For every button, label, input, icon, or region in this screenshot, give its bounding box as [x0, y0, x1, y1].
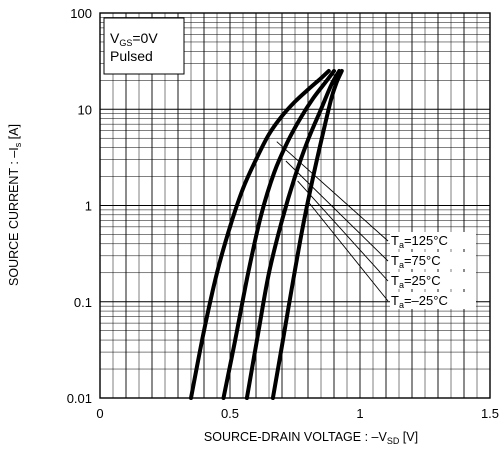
y-tick-label: 1 [85, 199, 92, 214]
legend-label-temp: =25°C [404, 273, 441, 288]
legend-label-temp: =125°C [404, 233, 448, 248]
legend-label-sub: a [399, 280, 404, 290]
legend-label-bg [390, 232, 476, 249]
x-tick-label: 1.5 [481, 406, 499, 421]
x-axis-title-unit: [V] [399, 430, 418, 444]
plot-frame [99, 12, 491, 399]
x-tick-label: 0.5 [221, 406, 239, 421]
legend-leader-line [285, 160, 389, 262]
legend-leader-line [276, 141, 389, 242]
legend-label-bg [390, 272, 476, 289]
tick-labels: 0 0.5 1 1.5 0.01 0.1 1 10 100 [67, 6, 499, 421]
legend-label: Ta=–25°C [391, 293, 448, 310]
legend-label: Ta=25°C [391, 273, 441, 290]
y-axis-title-sub: s [13, 142, 23, 147]
y-tick-label: 10 [78, 102, 92, 117]
legend-leader-line [297, 180, 389, 282]
condition-vgs-sub: GS [119, 38, 132, 48]
legend-label-sub: a [399, 300, 404, 310]
condition-line-2: Pulsed [110, 48, 153, 64]
series-line [221, 68, 336, 400]
y-tick-label: 100 [70, 6, 92, 21]
legend-label: Ta=125°C [391, 233, 448, 250]
series-curves [189, 68, 344, 400]
condition-vgs-value: =0V [132, 30, 158, 46]
series-line [244, 68, 342, 400]
condition-line-1: VGS=0V [110, 30, 158, 48]
y-tick-label: 0.1 [74, 295, 92, 310]
y-tick-label: 0.01 [67, 391, 92, 406]
legend-leader-line [307, 201, 389, 302]
condition-vgs-symbol: V [110, 30, 120, 46]
legend-label-bg [390, 292, 476, 309]
x-tick-label: 1 [356, 406, 363, 421]
legend-label-sub: a [399, 240, 404, 250]
legend-label: Ta=75°C [391, 253, 441, 270]
condition-box-frame [103, 17, 185, 75]
legend-label-symbol: T [391, 293, 399, 308]
legend-label-temp: =75°C [404, 253, 441, 268]
x-tick-label: 0 [96, 406, 103, 421]
y-axis-title: SOURCE CURRENT : –Is [A] [7, 124, 23, 286]
condition-box: VGS=0V Pulsed [103, 17, 185, 75]
y-axis-title-main: SOURCE CURRENT : –I [7, 147, 21, 286]
y-axis-title-unit: [A] [7, 124, 21, 143]
series-line [189, 68, 331, 400]
legend-label-bg [390, 252, 476, 269]
x-axis-title-sub: SD [387, 436, 400, 446]
legend-label-symbol: T [391, 253, 399, 268]
legend-leaders [276, 141, 389, 302]
legend-label-symbol: T [391, 273, 399, 288]
x-axis-title-main: SOURCE-DRAIN VOLTAGE : –V [204, 430, 388, 444]
series-line [270, 68, 344, 400]
x-axis-title: SOURCE-DRAIN VOLTAGE : –VSD [V] [204, 430, 418, 446]
legend-label-sub: a [399, 260, 404, 270]
legend: Ta=125°CTa=75°CTa=25°CTa=–25°C [390, 232, 476, 310]
legend-label-temp: =–25°C [404, 293, 448, 308]
legend-label-symbol: T [391, 233, 399, 248]
